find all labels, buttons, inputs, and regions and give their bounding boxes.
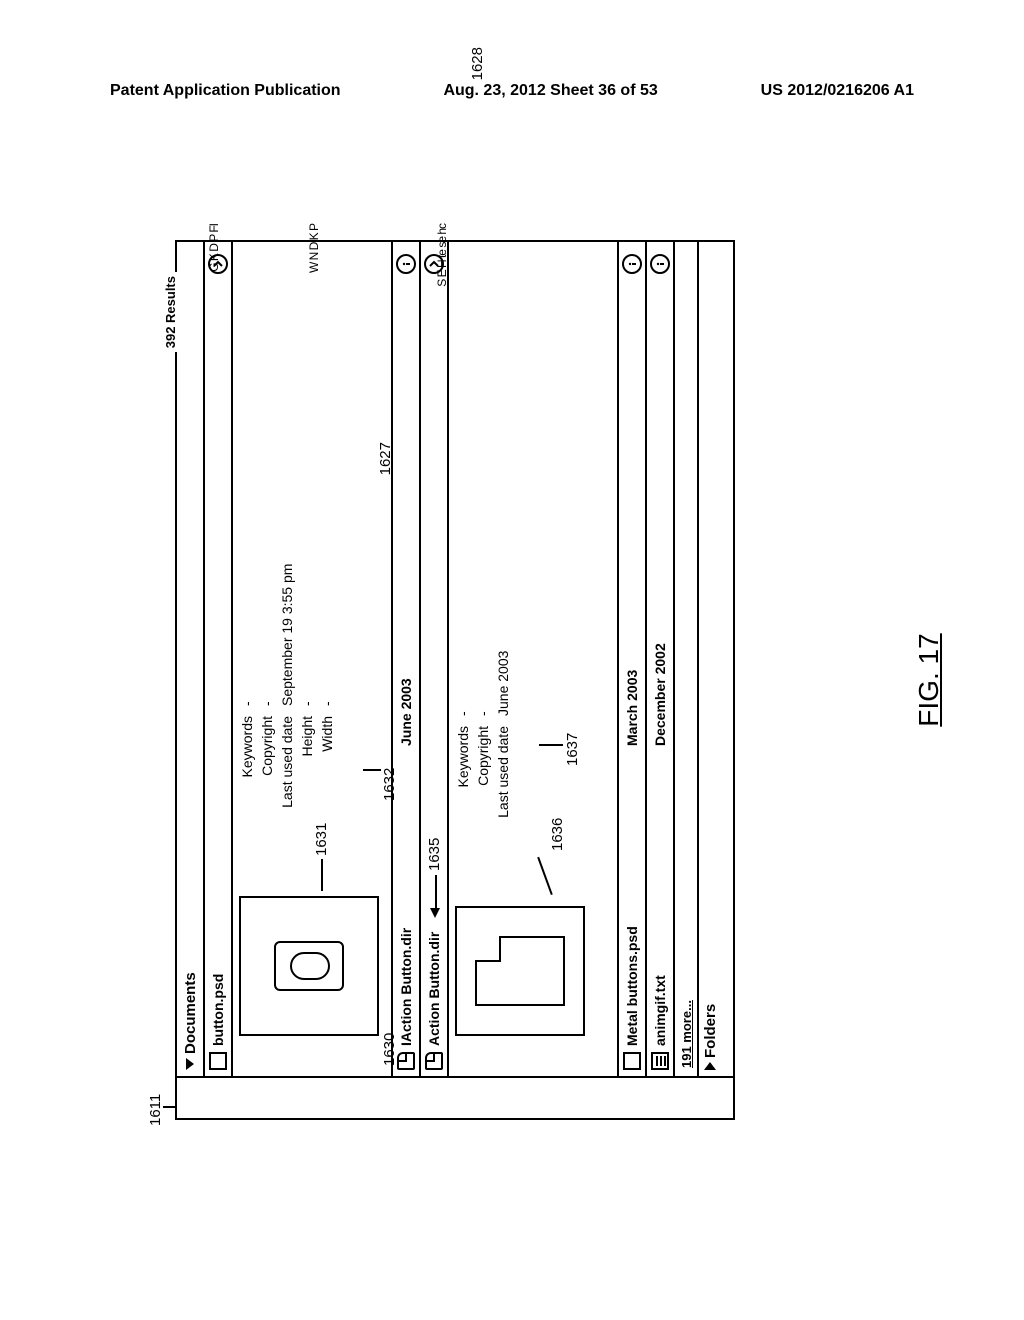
thumbnail-2 bbox=[455, 906, 585, 1036]
meta-copyright-val: - bbox=[475, 536, 491, 716]
item-metal[interactable]: Metal buttons.psd March 2003 bbox=[619, 242, 647, 1076]
edge-labels-2: W N D K P bbox=[307, 224, 321, 273]
file-icon bbox=[623, 1052, 641, 1070]
figure-panel: 392 Results 1611 Documents button.psd bbox=[15, 400, 895, 960]
figure-label: FIG. 17 bbox=[913, 633, 945, 726]
meta-keywords-label: Keywords bbox=[239, 716, 255, 836]
item-name: button.psd bbox=[210, 786, 226, 1046]
info-toggle-icon[interactable] bbox=[622, 254, 642, 274]
item-iaction[interactable]: IAction Button.dir June 2003 bbox=[393, 242, 421, 1076]
lead-1632 bbox=[363, 770, 381, 772]
meta-lastused-val: September 19 3:55 pm bbox=[279, 526, 295, 706]
results-count: 392 Results bbox=[163, 272, 178, 352]
header-left: Patent Application Publication bbox=[110, 82, 341, 100]
disclosure-triangle-icon bbox=[704, 1062, 716, 1070]
doc-fold-icon bbox=[475, 936, 565, 1006]
detail-button-psd: Keywords - Copyright - Last used date Se… bbox=[233, 242, 393, 1076]
item-action[interactable]: Action Button.dir 1635 bbox=[421, 242, 449, 1076]
meta-keywords-val: - bbox=[239, 526, 255, 706]
ref-1627: 1627 bbox=[377, 442, 394, 475]
thumbnail-1 bbox=[239, 896, 379, 1036]
results-panel: 392 Results 1611 Documents button.psd bbox=[175, 240, 735, 1120]
meta-width-val: - bbox=[319, 526, 335, 706]
meta-lastused-label: Last used date bbox=[495, 726, 511, 846]
meta-lastused-val: June 2003 bbox=[495, 536, 511, 716]
ref-1628: 1628 bbox=[469, 47, 486, 80]
file-icon bbox=[397, 1052, 415, 1070]
ref-1631: 1631 bbox=[313, 823, 330, 856]
ref-1635: 1635 bbox=[426, 838, 443, 871]
meta-lastused-label: Last used date bbox=[279, 716, 295, 836]
lead-1635 bbox=[435, 875, 437, 911]
ref-1636: 1636 bbox=[549, 818, 566, 851]
ref-1637: 1637 bbox=[564, 733, 581, 766]
meta-height-val: - bbox=[299, 526, 315, 706]
item-name: Metal buttons.psd bbox=[624, 786, 640, 1046]
detail-action: Keywords - Copyright - Last used date Ju… bbox=[449, 242, 619, 1076]
disclosure-triangle-icon bbox=[186, 1058, 194, 1070]
page-header: Patent Application Publication Aug. 23, … bbox=[0, 82, 1024, 100]
file-icon bbox=[425, 1052, 443, 1070]
header-right: US 2012/0216206 A1 bbox=[761, 82, 914, 100]
lead-1611 bbox=[163, 1107, 177, 1109]
meta-keywords-label: Keywords bbox=[455, 726, 471, 846]
item-animgif[interactable]: animgif.txt December 2002 bbox=[647, 242, 675, 1076]
section-documents[interactable]: Documents bbox=[177, 242, 205, 1076]
item-name: IAction Button.dir bbox=[398, 786, 414, 1046]
meta-keywords-val: - bbox=[455, 536, 471, 716]
lead-1637 bbox=[539, 745, 563, 747]
meta-grid-2: Keywords - Copyright - Last used date Ju… bbox=[455, 536, 511, 846]
meta-height-label: Height bbox=[299, 716, 315, 836]
more-label: 191 more... bbox=[679, 1000, 694, 1068]
info-toggle-icon[interactable] bbox=[396, 254, 416, 274]
text-file-icon bbox=[651, 1052, 669, 1070]
item-button-psd[interactable]: button.psd bbox=[205, 242, 233, 1076]
info-toggle-icon[interactable] bbox=[650, 254, 670, 274]
item-date: June 2003 bbox=[398, 496, 414, 746]
lead-1631 bbox=[321, 859, 323, 891]
section-label: Documents bbox=[182, 972, 199, 1054]
arrow-1635 bbox=[430, 908, 440, 918]
section-folders[interactable]: Folders bbox=[699, 242, 721, 1076]
folders-label: Folders bbox=[702, 1004, 719, 1058]
file-icon bbox=[209, 1052, 227, 1070]
ref-1611: 1611 bbox=[147, 1094, 164, 1126]
meta-grid-1: Keywords - Copyright - Last used date Se… bbox=[239, 526, 335, 836]
meta-copyright-val: - bbox=[259, 526, 275, 706]
header-center: Aug. 23, 2012 Sheet 36 of 53 bbox=[443, 82, 657, 100]
meta-copyright-label: Copyright bbox=[259, 716, 275, 836]
edge-labels-1: G K D P FI bbox=[207, 224, 221, 272]
lead-1636 bbox=[537, 857, 552, 895]
item-name: animgif.txt bbox=[652, 786, 668, 1046]
meta-width-label: Width bbox=[319, 716, 335, 836]
meta-copyright-label: Copyright bbox=[475, 726, 491, 846]
item-date: December 2002 bbox=[652, 496, 668, 746]
item-date: March 2003 bbox=[624, 496, 640, 746]
edge-labels-3: S E H te se hc bbox=[435, 224, 449, 287]
more-row[interactable]: 191 more... bbox=[675, 242, 699, 1076]
